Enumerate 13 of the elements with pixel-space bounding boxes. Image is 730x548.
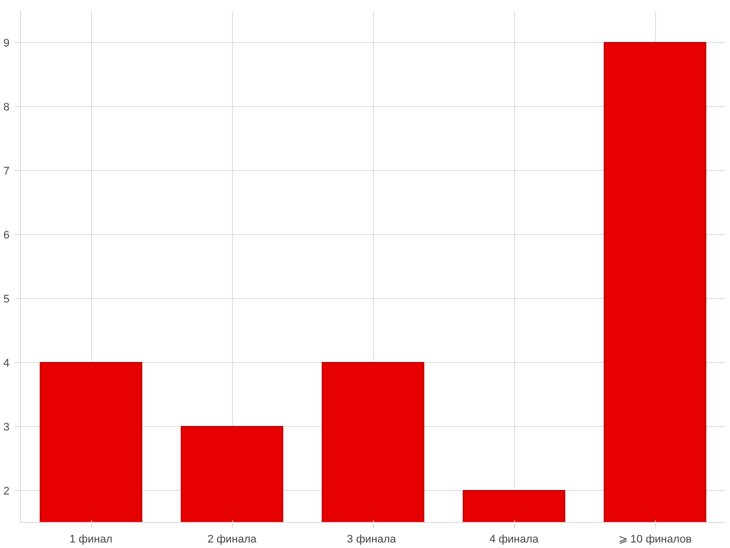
y-tick-label: 8: [3, 102, 10, 114]
y-tick-label: 6: [3, 230, 10, 242]
x-tick-label: 2 финала: [207, 534, 258, 546]
y-tick-label: 5: [3, 294, 10, 306]
y-tick-label: 9: [3, 38, 10, 50]
y-tick-label: 3: [3, 422, 10, 434]
y-tick-label: 4: [3, 358, 10, 370]
x-tick-label: 4 финала: [489, 534, 540, 546]
y-tick-label: 2: [3, 486, 10, 498]
x-tick-label: ⩾ 10 финалов: [618, 534, 692, 546]
y-tick-label: 7: [3, 166, 10, 178]
x-tick-label: 3 финала: [346, 534, 397, 546]
x-tick-label: 1 финал: [70, 534, 112, 546]
